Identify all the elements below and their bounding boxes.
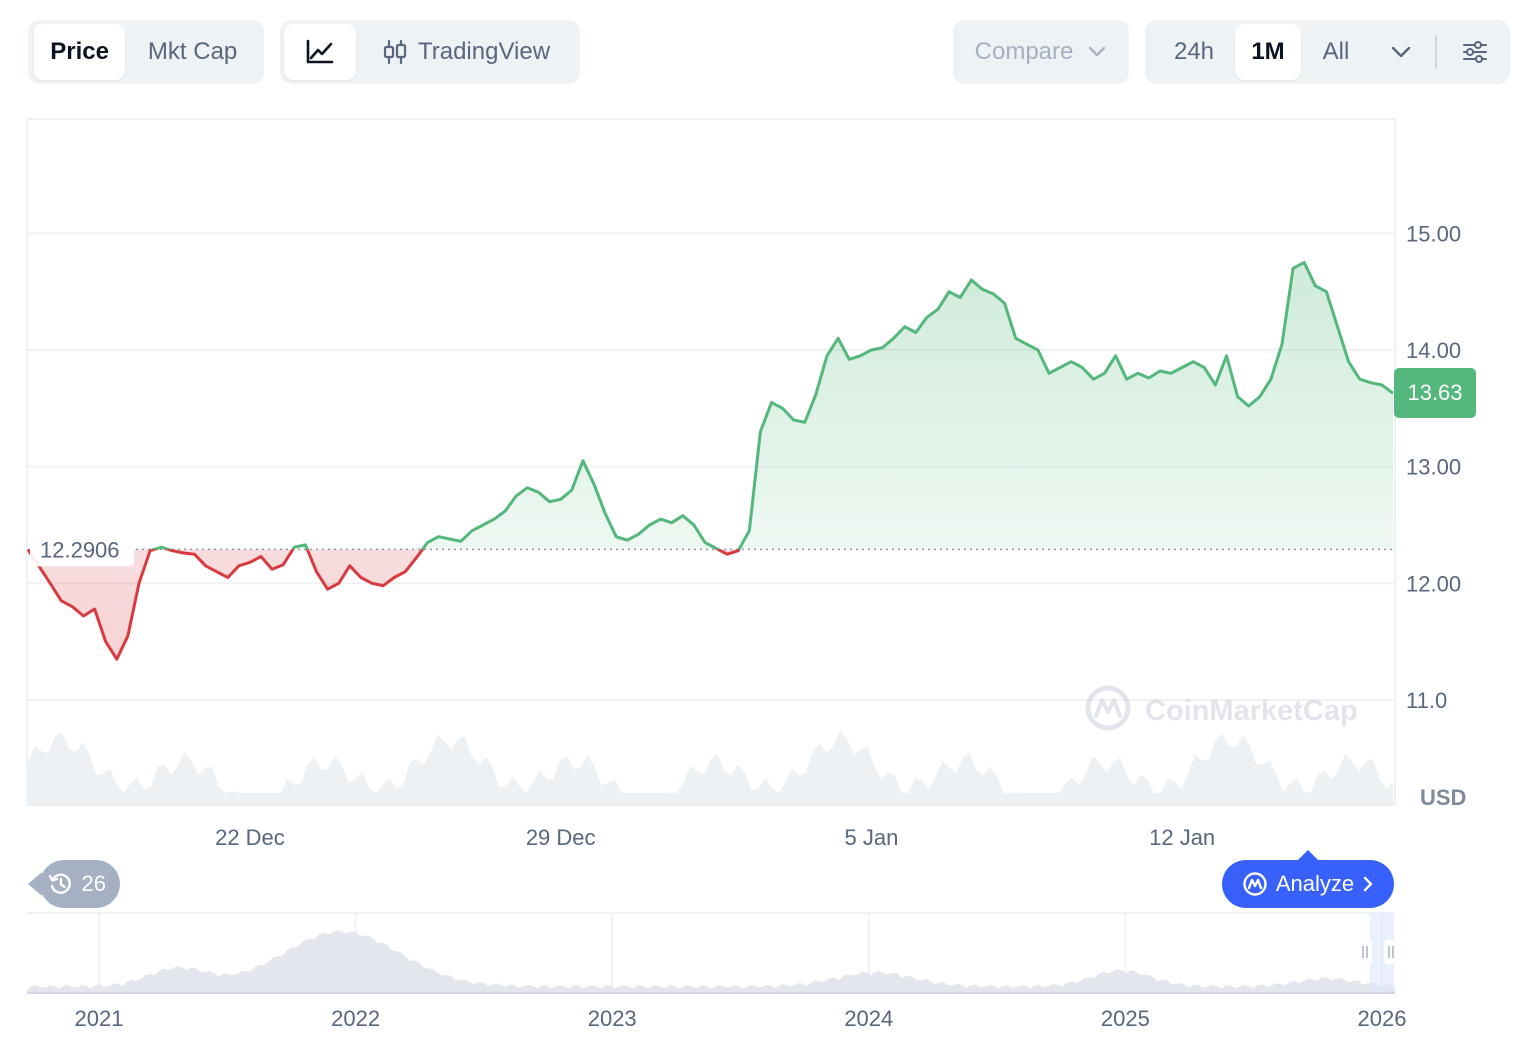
price-line-up — [28, 261, 1394, 550]
x-tick-label: 5 Jan — [845, 825, 899, 850]
price-mktcap-toggle: Price Mkt Cap — [28, 20, 264, 84]
range-all[interactable]: All — [1322, 38, 1350, 65]
candlestick-icon — [383, 39, 407, 65]
tradingview-label: TradingView — [417, 38, 551, 65]
tab-price[interactable]: Price — [34, 24, 126, 80]
y-tick-label: 12.00 — [1406, 571, 1461, 596]
price-chart[interactable]: 15.00 14.00 13.00 12.00 11.0 22 Dec 29 Dec 5 J… — [0, 100, 1536, 860]
y-axis: 15.00 14.00 13.00 12.00 11.0 — [1406, 221, 1461, 713]
toolbar-divider — [1435, 35, 1437, 69]
volume-area — [28, 730, 1393, 805]
navigator-x-label: 2021 — [75, 1006, 124, 1031]
history-icon — [48, 873, 71, 894]
analyze-label: Analyze — [1275, 871, 1355, 896]
navigator-x-axis: 2021 2022 2023 2024 2025 2026 — [75, 1006, 1407, 1031]
price-line-down — [26, 549, 741, 661]
chart-type-toggle: TradingView — [280, 20, 580, 84]
chart-settings-button[interactable] — [1445, 24, 1505, 80]
range-24h[interactable]: 24h — [1173, 38, 1215, 65]
navigator-x-label: 2024 — [844, 1006, 893, 1031]
range-navigator[interactable]: 2021 2022 2023 2024 2025 2026 — [0, 900, 1536, 1062]
navigator-x-label: 2023 — [588, 1006, 637, 1031]
line-chart-icon — [306, 39, 334, 64]
line-chart-button[interactable] — [284, 24, 356, 80]
compare-dropdown[interactable]: Compare — [953, 20, 1129, 84]
chevron-right-icon — [1363, 876, 1373, 892]
y-tick-label: 14.00 — [1406, 338, 1461, 363]
navigator-x-label: 2026 — [1358, 1006, 1407, 1031]
watermark-text: CoinMarketCap — [1145, 695, 1358, 727]
y-tick-label: 11.0 — [1406, 688, 1447, 713]
chevron-down-icon — [1391, 46, 1411, 58]
x-tick-label: 22 Dec — [215, 825, 285, 850]
range-1m[interactable]: 1M — [1235, 24, 1301, 80]
volume-bars — [28, 730, 1393, 805]
x-axis: 22 Dec 29 Dec 5 Jan 12 Jan — [215, 825, 1215, 850]
analyze-button[interactable]: Analyze — [1222, 850, 1394, 908]
range-more-button[interactable] — [1371, 24, 1431, 80]
open-price-label: 12.2906 — [30, 532, 134, 567]
tab-mkt-cap[interactable]: Mkt Cap — [147, 38, 238, 65]
navigator-x-label: 2022 — [331, 1006, 380, 1031]
sliders-icon — [1463, 41, 1487, 63]
ai-analyze-icon — [1243, 872, 1267, 896]
chevron-down-icon — [1089, 46, 1106, 57]
watermark: CoinMarketCap — [1085, 685, 1358, 731]
tradingview-button[interactable]: TradingView — [356, 24, 576, 80]
history-count: 26 — [81, 871, 106, 896]
y-tick-label: 13.00 — [1406, 455, 1461, 480]
y-tick-label: 15.00 — [1406, 221, 1461, 246]
x-tick-label: 12 Jan — [1149, 825, 1215, 850]
navigator-right-handle[interactable] — [1384, 940, 1398, 964]
currency-label: USD — [1420, 785, 1466, 810]
open-price-text: 12.2906 — [40, 537, 120, 562]
history-badge[interactable]: 26 — [28, 860, 120, 908]
navigator-left-handle[interactable] — [1358, 940, 1372, 964]
price-area-up — [28, 262, 1393, 550]
navigator-x-label: 2025 — [1101, 1006, 1150, 1031]
time-range-toggle: 24h 1M All — [1145, 20, 1510, 84]
navigator-area — [27, 930, 1395, 993]
current-price-badge: 13.63 — [1394, 368, 1476, 419]
x-tick-label: 29 Dec — [526, 825, 596, 850]
compare-label: Compare — [974, 38, 1074, 65]
